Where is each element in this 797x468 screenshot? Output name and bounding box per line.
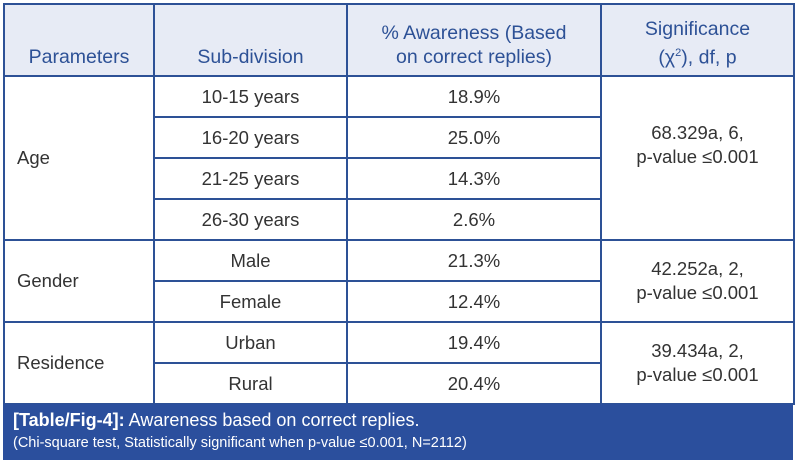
parameter-cell-gender: Gender	[3, 239, 155, 323]
significance-cell-gender: 42.252a, 2, p-value ≤0.001	[600, 239, 795, 323]
caption-label: [Table/Fig-4]:	[13, 410, 125, 430]
subdivision-cell: Female	[153, 280, 348, 323]
table-row: 16-20 years 25.0%	[4, 116, 794, 159]
parameter-cell-age: Age	[3, 75, 155, 241]
table-header-row: Parameters Sub-division % Awareness (Bas…	[3, 3, 795, 77]
awareness-cell: 12.4%	[346, 280, 602, 323]
table-row: Female 12.4%	[4, 280, 794, 323]
subdivision-cell: Rural	[153, 362, 348, 405]
awareness-cell: 25.0%	[346, 116, 602, 159]
awareness-cell: 14.3%	[346, 157, 602, 200]
subdivision-cell: 21-25 years	[153, 157, 348, 200]
awareness-table-figure: Parameters Sub-division % Awareness (Bas…	[3, 3, 795, 460]
header-significance: Significance (χ2), df, p	[600, 3, 795, 77]
subdivision-cell: 10-15 years	[153, 75, 348, 118]
caption-title-line: [Table/Fig-4]: Awareness based on correc…	[13, 408, 783, 432]
figure-caption: [Table/Fig-4]: Awareness based on correc…	[3, 404, 793, 460]
significance-cell-age: 68.329a, 6, p-value ≤0.001	[600, 75, 795, 241]
table-row: Age 10-15 years 18.9% 68.329a, 6, p-valu…	[3, 75, 795, 241]
table-row: 21-25 years 14.3%	[4, 157, 794, 200]
table-row: Gender Male 21.3% 42.252a, 2, p-value ≤0…	[3, 239, 795, 323]
awareness-table: Parameters Sub-division % Awareness (Bas…	[3, 3, 795, 405]
table-row: Residence Urban 19.4% 39.434a, 2, p-valu…	[3, 321, 795, 405]
awareness-cell: 18.9%	[346, 75, 602, 118]
header-subdivision: Sub-division	[153, 3, 348, 77]
significance-cell-residence: 39.434a, 2, p-value ≤0.001	[600, 321, 795, 405]
subdivision-cell: Urban	[153, 321, 348, 364]
caption-note: (Chi-square test, Statistically signific…	[13, 435, 467, 451]
awareness-cell: 20.4%	[346, 362, 602, 405]
subdivision-cell: Male	[153, 239, 348, 282]
caption-title: Awareness based on correct replies.	[124, 410, 420, 430]
table-row: 26-30 years 2.6%	[4, 198, 794, 241]
parameter-cell-residence: Residence	[3, 321, 155, 405]
subdivision-cell: 26-30 years	[153, 198, 348, 241]
table-row: Rural 20.4%	[4, 362, 794, 405]
header-awareness: % Awareness (Based on correct replies)	[346, 3, 602, 77]
subdivision-cell: 16-20 years	[153, 116, 348, 159]
awareness-cell: 19.4%	[346, 321, 602, 364]
header-parameters: Parameters	[3, 3, 155, 77]
awareness-cell: 2.6%	[346, 198, 602, 241]
awareness-cell: 21.3%	[346, 239, 602, 282]
